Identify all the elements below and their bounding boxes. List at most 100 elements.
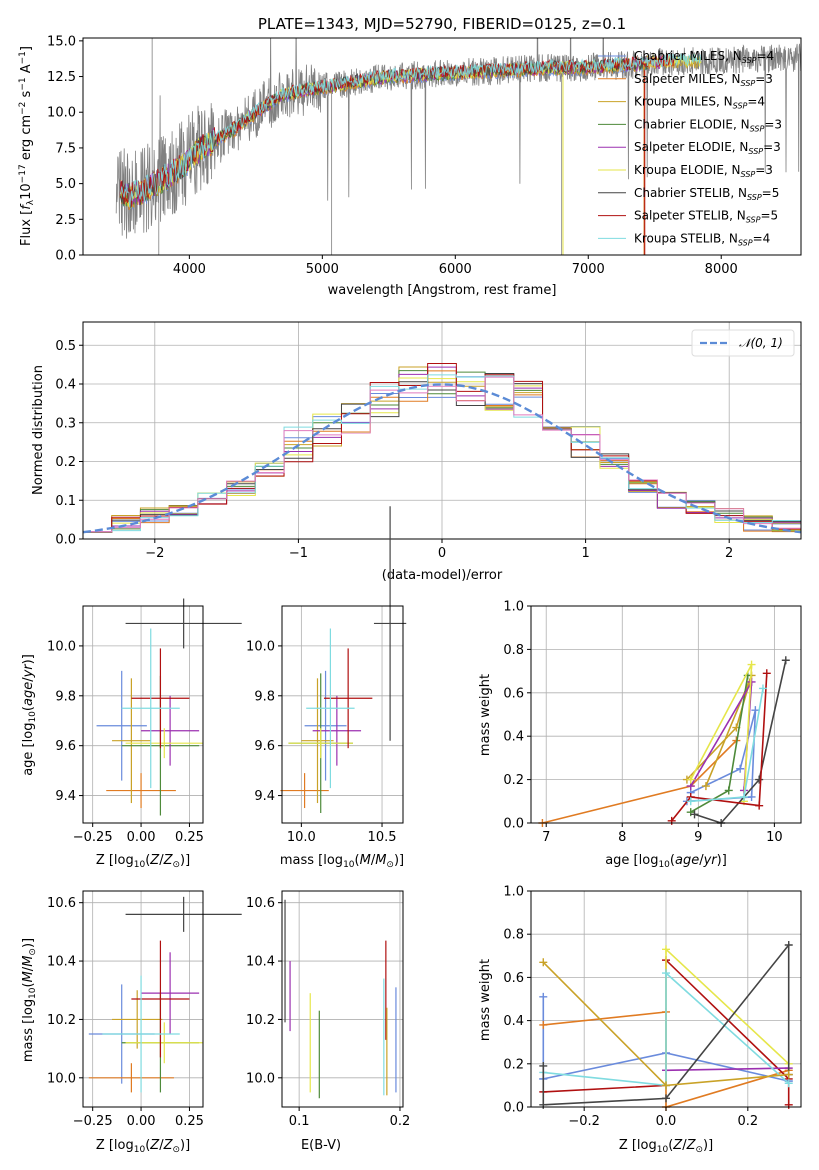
residual-ytick-label: 0.0 [55, 533, 76, 548]
weight-vs-age-data-layer [538, 656, 790, 827]
spectrum-xtick-label: 5000 [306, 262, 339, 277]
mass-vs-metallicity-xlabel: Z [log10(Z/Z⊙)] [96, 1138, 190, 1155]
residual-panel: −2 −1 0 1 2 0.0 0.1 0.2 0.3 0.4 0.5 (data-model)/e… [31, 321, 802, 583]
weight-vs-metallicity-xtick-label: −0.2 [568, 1114, 600, 1129]
residual-ytick-label: 0.2 [55, 455, 76, 470]
age-vs-metallicity-data-layer [96, 598, 242, 816]
weight-vs-metallicity-xlabel: Z [log10(Z/Z⊙)] [619, 1138, 713, 1155]
mass-vs-extinction-axes-frame [281, 890, 404, 1108]
weight-vs-metallicity-point-marker [662, 945, 670, 954]
residual-xtick-label: 0 [438, 546, 446, 561]
weight-vs-age-ylabel: mass weight [478, 674, 493, 756]
residual-legend-box [691, 329, 795, 357]
mass-vs-metallicity-ytick-label: 10.4 [47, 955, 76, 970]
weight-vs-age-point-marker [736, 764, 745, 773]
spectrum-ytick-label: 15.0 [47, 34, 76, 49]
weight-vs-age-xtick-label: 9 [694, 830, 702, 845]
mass-vs-metallicity-data-layer [88, 896, 242, 1093]
residual-xtick-label: 2 [725, 546, 733, 561]
weight-vs-age-point-marker [686, 775, 695, 784]
age-vs-metallicity-ytick-label: 9.8 [55, 689, 76, 704]
weight-vs-age-point-marker [751, 706, 760, 715]
weight-vs-metallicity-ytick-label: 0.0 [503, 1101, 524, 1116]
spectrum-ytick-label: 10.0 [47, 106, 76, 121]
residual-xtick-label: −2 [145, 546, 164, 561]
weight-vs-age-panel: 7 8 9 10 0.0 0.2 0.4 0.6 0.8 1.0 [503, 600, 802, 845]
spectrum-legend-label: Kroupa MILES, NSSP=4 [634, 95, 765, 111]
age-vs-metallicity-xtick-label: 0.00 [127, 830, 156, 845]
weight-vs-metallicity-point-marker [784, 1070, 793, 1079]
weight-vs-metallicity-point-marker [784, 941, 793, 949]
weight-vs-age-xtick-label: 7 [542, 830, 550, 845]
spectrum-xtick-label: 6000 [439, 262, 472, 277]
weight-vs-age-point-marker [758, 684, 767, 693]
spectrum-axes-frame [82, 37, 802, 256]
spectrum-legend-label: Chabrier MILES, NSSP=4 [634, 49, 774, 65]
weight-vs-metallicity-series-line [665, 1067, 789, 1072]
mass-vs-extinction-ytick-label: 10.4 [246, 955, 275, 970]
weight-vs-age-point-marker [724, 786, 733, 795]
weight-vs-metallicity-point-marker [784, 1100, 793, 1109]
residual-legend-label: 𝒩(0, 1) [739, 336, 783, 350]
residual-ytick-label: 0.5 [55, 339, 76, 354]
mass-vs-extinction-ytick-label: 10.0 [246, 1071, 275, 1086]
weight-vs-age-ytick-label: 0.8 [503, 643, 524, 658]
residual-histogram-step [82, 376, 802, 539]
age-vs-metallicity-ytick-label: 10.0 [47, 639, 76, 654]
weight-vs-metallicity-ytick-label: 1.0 [503, 885, 524, 900]
residual-ytick-label: 0.1 [55, 494, 76, 509]
mass-vs-extinction-ytick-label: 10.6 [246, 896, 275, 911]
residual-xtick-label: −1 [289, 546, 308, 561]
age-vs-mass-panel: 10.0 10.5 9.4 9.6 9.8 10.0 [246, 506, 407, 845]
weight-vs-age-point-marker [755, 775, 764, 784]
age-vs-mass-xtick-label: 10.5 [368, 830, 397, 845]
weight-vs-age-xlabel: age [log10(age/yr)] [605, 853, 727, 870]
mass-vs-extinction-grid [282, 891, 403, 1107]
age-vs-mass-grid [282, 606, 403, 823]
mass-vs-extinction-panel: 0.1 0.2 10.0 10.2 10.4 10.6 [246, 890, 410, 1129]
spectrum-ytick-label: 12.5 [47, 70, 76, 85]
weight-vs-age-series-line [671, 673, 768, 822]
mass-vs-metallicity-ytick-label: 10.2 [47, 1013, 76, 1028]
spectrum-legend-label: Salpeter ELODIE, NSSP=3 [634, 140, 781, 156]
weight-vs-age-ytick-label: 0.6 [503, 686, 524, 701]
spectrum-tick-layer: 4000 5000 6000 7000 8000 0.0 2.5 5.0 7.5 10.0 12.5… [47, 34, 738, 277]
weight-vs-metallicity-ylabel: mass weight [478, 959, 493, 1041]
mass-vs-metallicity-xtick-label: 0.25 [175, 1114, 204, 1129]
weight-vs-metallicity-point-marker [539, 1020, 548, 1029]
spectrum-title: PLATE=1343, MJD=52790, FIBERID=0125, z=0… [258, 15, 626, 33]
weight-vs-metallicity-ytick-label: 0.6 [503, 971, 524, 986]
mass-vs-metallicity-axes-frame [82, 890, 204, 1108]
residual-legend: 𝒩(0, 1) [691, 329, 795, 357]
weight-vs-metallicity-xtick-label: 0.2 [737, 1114, 758, 1129]
spectrum-xtick-label: 7000 [572, 262, 605, 277]
weight-vs-metallicity-panel: −0.2 0.0 0.2 0.0 0.2 0.4 0.6 0.8 1.0 [503, 885, 802, 1129]
spectrum-clipped-group [115, 38, 801, 255]
weight-vs-metallicity-ytick-label: 0.8 [503, 928, 524, 943]
weight-vs-age-ytick-label: 0.2 [503, 773, 524, 788]
residual-tick-layer: −2 −1 0 1 2 0.0 0.1 0.2 0.3 0.4 0.5 [55, 339, 733, 561]
spectrum-legend-label: Chabrier STELIB, NSSP=5 [634, 186, 779, 202]
mass-vs-extinction-data-layer [284, 899, 397, 1099]
weight-vs-age-xtick-label: 10 [766, 830, 783, 845]
mass-vs-metallicity-ytick-label: 10.6 [47, 896, 76, 911]
weight-vs-metallicity-point-marker [784, 1079, 793, 1088]
weight-vs-age-ytick-label: 0.0 [503, 817, 524, 832]
weight-vs-metallicity-point-marker [539, 1061, 548, 1070]
age-vs-mass-data-layer [280, 506, 407, 814]
mass-vs-metallicity-xtick-label: −0.25 [73, 1114, 113, 1129]
weight-vs-metallicity-series-line [542, 996, 789, 1082]
age-vs-metallicity-ytick-label: 9.6 [55, 739, 76, 754]
age-vs-mass-ytick-label: 9.8 [254, 689, 275, 704]
weight-vs-metallicity-point-marker [662, 1094, 670, 1103]
age-vs-metallicity-ylabel: age [log10(age/yr)] [21, 654, 38, 776]
spectrum-panel: 4000 5000 6000 7000 8000 0.0 2.5 5.0 7.5 10.0 12.5… [18, 15, 802, 298]
weight-vs-age-point-marker [690, 810, 699, 819]
age-vs-metallicity-xtick-label: −0.25 [73, 830, 113, 845]
residual-ytick-label: 0.3 [55, 416, 76, 431]
spectrum-ylabel: Flux [fλ10−17 erg cm−2 s−1 A−1] [18, 46, 36, 246]
spectrum-legend-label: Chabrier ELODIE, NSSP=3 [634, 117, 782, 133]
weight-vs-age-point-marker [755, 801, 764, 810]
age-vs-mass-xlabel: mass [log10(M/M⊙)] [280, 853, 404, 870]
